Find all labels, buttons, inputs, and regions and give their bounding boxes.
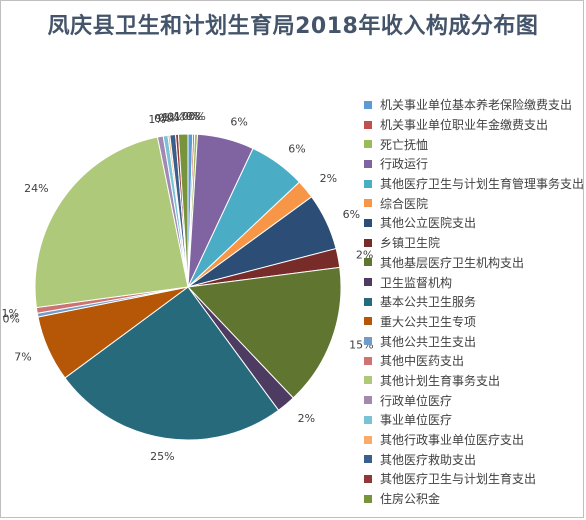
- pie-slice: [64, 286, 280, 441]
- slice-data-label: 0%: [154, 112, 171, 125]
- legend-item: 行政运行: [364, 154, 584, 174]
- legend-label: 其他行政事业单位医疗支出: [380, 433, 525, 448]
- legend-swatch: [364, 179, 372, 188]
- pie-slice: [186, 266, 342, 399]
- slice-data-label: 1%: [162, 111, 179, 124]
- legend-item: 其他医疗救助支出: [364, 449, 584, 469]
- legend-item: 其他计划生育事务支出: [364, 371, 584, 391]
- legend-item: 行政单位医疗: [364, 390, 584, 410]
- slice-data-label: 25%: [150, 450, 174, 463]
- legend-swatch: [364, 317, 372, 326]
- slice-data-label: 6%: [343, 208, 360, 221]
- legend-swatch: [364, 415, 372, 424]
- pie-slice: [34, 136, 189, 309]
- slice-data-label: 2%: [320, 172, 337, 185]
- legend-item: 机关事业单位职业年金缴费支出: [364, 115, 584, 135]
- legend-label: 住房公积金: [380, 492, 441, 507]
- legend-label: 其他基层医疗卫生机构支出: [380, 255, 525, 270]
- slice-data-label: 0%: [167, 110, 184, 123]
- legend-swatch: [364, 258, 372, 267]
- legend-item: 其他医疗卫生与计划生育支出: [364, 469, 584, 489]
- slice-data-label: 0%: [2, 313, 19, 326]
- slice-data-label: 0%: [186, 110, 203, 123]
- legend-label: 基本公共卫生服务: [380, 295, 477, 310]
- legend-item: 其他行政事业单位医疗支出: [364, 430, 584, 450]
- slice-data-label: 24%: [24, 182, 48, 195]
- legend-label: 机关事业单位基本养老保险缴费支出: [380, 98, 573, 113]
- legend-swatch: [364, 159, 372, 168]
- legend-label: 其他计划生育事务支出: [380, 373, 501, 388]
- legend-label: 行政运行: [380, 157, 429, 172]
- legend-label: 事业单位医疗: [380, 413, 453, 428]
- legend-swatch: [364, 140, 372, 149]
- legend-swatch: [364, 474, 372, 483]
- legend-label: 其他中医药支出: [380, 354, 465, 369]
- chart-title: 凤庆县卫生和计划生育局2018年收入构成分布图: [47, 14, 539, 39]
- legend-swatch: [364, 494, 372, 503]
- legend-item: 死亡抚恤: [364, 134, 584, 154]
- legend-item: 乡镇卫生院: [364, 233, 584, 253]
- legend-label: 综合医院: [380, 196, 429, 211]
- legend-swatch: [364, 278, 372, 287]
- slice-data-label: 0%: [158, 111, 175, 124]
- legend-label: 其他医疗卫生与计划生育支出: [380, 472, 537, 487]
- legend-item: 其他中医药支出: [364, 351, 584, 371]
- legend-swatch: [364, 100, 372, 109]
- slice-data-label: 6%: [288, 143, 305, 156]
- legend-label: 行政单位医疗: [380, 393, 453, 408]
- legend: 机关事业单位基本养老保险缴费支出 机关事业单位职业年金缴费支出 死亡抚恤行政运行其他…: [364, 95, 584, 508]
- pie-slice: [177, 133, 189, 288]
- legend-label: 其他公共卫生支出: [380, 334, 477, 349]
- legend-swatch: [364, 238, 372, 247]
- legend-swatch: [364, 455, 372, 464]
- legend-item: 住房公积金: [364, 489, 584, 509]
- legend-item: 事业单位医疗: [364, 410, 584, 430]
- legend-item: 重大公共卫生专项: [364, 312, 584, 332]
- legend-swatch: [364, 435, 372, 444]
- slice-data-label: 2%: [356, 249, 373, 262]
- legend-item: 综合医院: [364, 193, 584, 213]
- legend-item: 其他医疗卫生与计划生育管理事务支出: [364, 174, 584, 194]
- legend-label: 乡镇卫生院: [380, 236, 441, 251]
- legend-swatch: [364, 337, 372, 346]
- legend-item: 其他公立医院支出: [364, 213, 584, 233]
- slice-data-label: 1%: [2, 307, 19, 320]
- legend-swatch: [364, 356, 372, 365]
- slice-data-label: 0%: [182, 110, 199, 123]
- legend-label: 其他医疗卫生与计划生育管理事务支出: [380, 177, 584, 192]
- legend-swatch: [364, 297, 372, 306]
- legend-item: 其他基层医疗卫生机构支出: [364, 253, 584, 273]
- legend-item: 机关事业单位基本养老保险缴费支出: [364, 95, 584, 115]
- legend-swatch: [364, 120, 372, 129]
- legend-swatch: [364, 218, 372, 227]
- legend-swatch: [364, 376, 372, 385]
- slice-data-label: 7%: [14, 350, 31, 363]
- legend-label: 死亡抚恤: [380, 137, 429, 152]
- legend-swatch: [364, 199, 372, 208]
- legend-label: 机关事业单位职业年金缴费支出: [380, 118, 549, 133]
- legend-swatch: [364, 396, 372, 405]
- slice-data-label: 1%: [174, 110, 191, 123]
- slice-data-label: 6%: [230, 115, 247, 128]
- slice-data-label: 2%: [298, 412, 315, 425]
- legend-item: 其他公共卫生支出: [364, 331, 584, 351]
- legend-label: 卫生监督机构: [380, 275, 453, 290]
- legend-label: 重大公共卫生专项: [380, 314, 477, 329]
- slice-data-label: 1%: [148, 113, 165, 126]
- legend-item: 基本公共卫生服务: [364, 292, 584, 312]
- legend-label: 其他医疗救助支出: [380, 452, 477, 467]
- legend-label: 其他公立医院支出: [380, 216, 477, 231]
- legend-item: 卫生监督机构: [364, 272, 584, 292]
- slice-data-label: 0%: [188, 110, 205, 123]
